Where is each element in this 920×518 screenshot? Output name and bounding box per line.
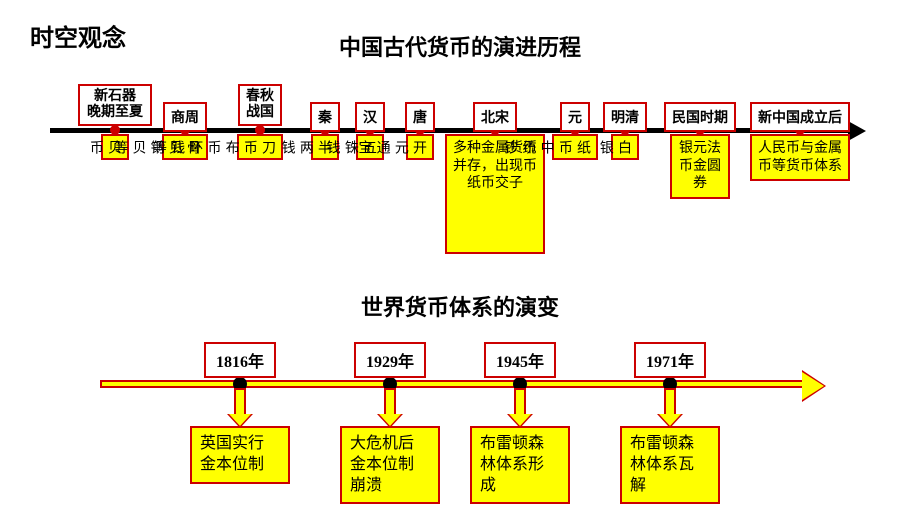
tl2-year-3: 1971年 bbox=[634, 342, 706, 378]
tl1-currency-8: 白银 bbox=[611, 134, 639, 160]
tl2-year-1: 1929年 bbox=[354, 342, 426, 378]
tl2-arrow-3 bbox=[664, 388, 676, 414]
tl2-desc-0: 英国实行 金本位制 bbox=[190, 426, 290, 484]
tl2-year-2: 1945年 bbox=[484, 342, 556, 378]
tl1-era-2: 春秋 战国 bbox=[238, 84, 282, 126]
tl2-arrow-1 bbox=[384, 388, 396, 414]
tl2-arrow-2 bbox=[514, 388, 526, 414]
tl1-currency-9: 银元法币金圆券 bbox=[670, 134, 730, 199]
tl1-era-10: 新中国成立后 bbox=[750, 102, 850, 132]
tl1-era-4: 汉 bbox=[355, 102, 385, 132]
tl1-currency-5: 开元通宝 bbox=[406, 134, 434, 160]
tl2-desc-3: 布雷顿森 林体系瓦 解 bbox=[620, 426, 720, 504]
tl1-currency-7: 纸币中统钞 bbox=[552, 134, 598, 160]
timeline2-title: 世界货币体系的演变 bbox=[0, 290, 920, 322]
tl1-era-5: 唐 bbox=[405, 102, 435, 132]
tl1-era-8: 明清 bbox=[603, 102, 647, 132]
tl1-era-1: 商周 bbox=[163, 102, 207, 132]
tl1-currency-10: 人民币与金属币等货币体系 bbox=[750, 134, 850, 181]
tl1-era-0: 新石器 晚期至夏 bbox=[78, 84, 152, 126]
tl1-currency-2: 刀币布币环钱等 bbox=[237, 134, 283, 160]
tl2-desc-1: 大危机后 金本位制 崩溃 bbox=[340, 426, 440, 504]
tl2-year-0: 1816年 bbox=[204, 342, 276, 378]
tl2-desc-2: 布雷顿森 林体系形 成 bbox=[470, 426, 570, 504]
tl1-era-3: 秦 bbox=[310, 102, 340, 132]
tl1-era-9: 民国时期 bbox=[664, 102, 736, 132]
tl1-era-7: 元 bbox=[560, 102, 590, 132]
tl2-arrow-0 bbox=[234, 388, 246, 414]
timeline1-title: 中国古代货币的演进历程 bbox=[0, 30, 920, 62]
axis-yellow bbox=[100, 380, 802, 388]
tl1-era-6: 北宋 bbox=[473, 102, 517, 132]
